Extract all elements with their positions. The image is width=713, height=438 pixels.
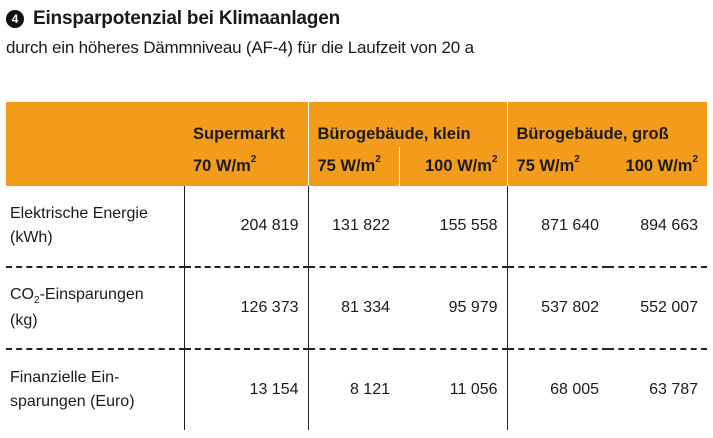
header-empty-cell bbox=[6, 102, 184, 147]
table-row: CO2-Einsparungen (kg) 126 373 81 334 95 9… bbox=[6, 267, 708, 350]
cell-value: 871 640 bbox=[506, 186, 609, 268]
figure-title: Einsparpotenzial bei Klimaanlagen bbox=[33, 8, 340, 29]
cell-value: 68 005 bbox=[506, 349, 609, 430]
subheader-gross-75: 75 W/m2 bbox=[506, 147, 609, 186]
savings-table: Supermarkt Bürogebäude, klein Bürogebäud… bbox=[6, 102, 708, 430]
cell-value: 131 822 bbox=[307, 186, 399, 268]
header-buero-gross: Bürogebäude, groß bbox=[506, 102, 708, 147]
header-row-units: 70 W/m2 75 W/m2 100 W/m2 75 W/m2 100 W/m… bbox=[6, 147, 708, 186]
cell-value: 155 558 bbox=[399, 186, 508, 268]
cell-value: 8 121 bbox=[307, 349, 399, 430]
cell-value: 81 334 bbox=[307, 267, 399, 350]
subheader-klein-75: 75 W/m2 bbox=[307, 147, 399, 186]
cell-value: 95 979 bbox=[399, 267, 508, 350]
cell-value: 204 819 bbox=[183, 186, 308, 268]
cell-value: 13 154 bbox=[183, 349, 308, 430]
header-buero-klein: Bürogebäude, klein bbox=[307, 102, 508, 147]
figure-heading: 4 Einsparpotenzial bei Klimaanlagen bbox=[6, 6, 340, 32]
subheader-klein-100: 100 W/m2 bbox=[398, 147, 508, 186]
cell-value: 63 787 bbox=[649, 381, 699, 398]
header-empty-cell bbox=[6, 147, 184, 186]
figure-subtitle: durch ein höheres Dämmniveau (AF-4) für … bbox=[6, 38, 474, 57]
row-label-energie: Elektrische Energie (kWh) bbox=[6, 186, 184, 268]
row-label-finanziell: Finanzielle Ein-sparungen (Euro) bbox=[10, 369, 135, 410]
cell-value: 126 373 bbox=[183, 267, 308, 350]
header-row-groups: Supermarkt Bürogebäude, klein Bürogebäud… bbox=[6, 102, 708, 147]
subheader-gross-100: 100 W/m2 bbox=[608, 147, 708, 186]
figure-number-badge: 4 bbox=[6, 10, 24, 28]
cell-value: 894 663 bbox=[608, 186, 708, 268]
row-label-co2: CO2-Einsparungen (kg) bbox=[6, 267, 184, 350]
table-row: Finanzielle Ein-sparungen (Euro) 13 154 … bbox=[6, 349, 707, 430]
cell-value: 11 056 bbox=[449, 381, 498, 398]
subheader-supermarkt-70: 70 W/m2 bbox=[184, 147, 308, 186]
table-row: Elektrische Energie (kWh) 204 819 131 822… bbox=[6, 186, 708, 268]
cell-value: 537 802 bbox=[506, 267, 609, 350]
header-supermarkt: Supermarkt bbox=[184, 102, 308, 147]
cell-value: 552 007 bbox=[608, 267, 708, 350]
